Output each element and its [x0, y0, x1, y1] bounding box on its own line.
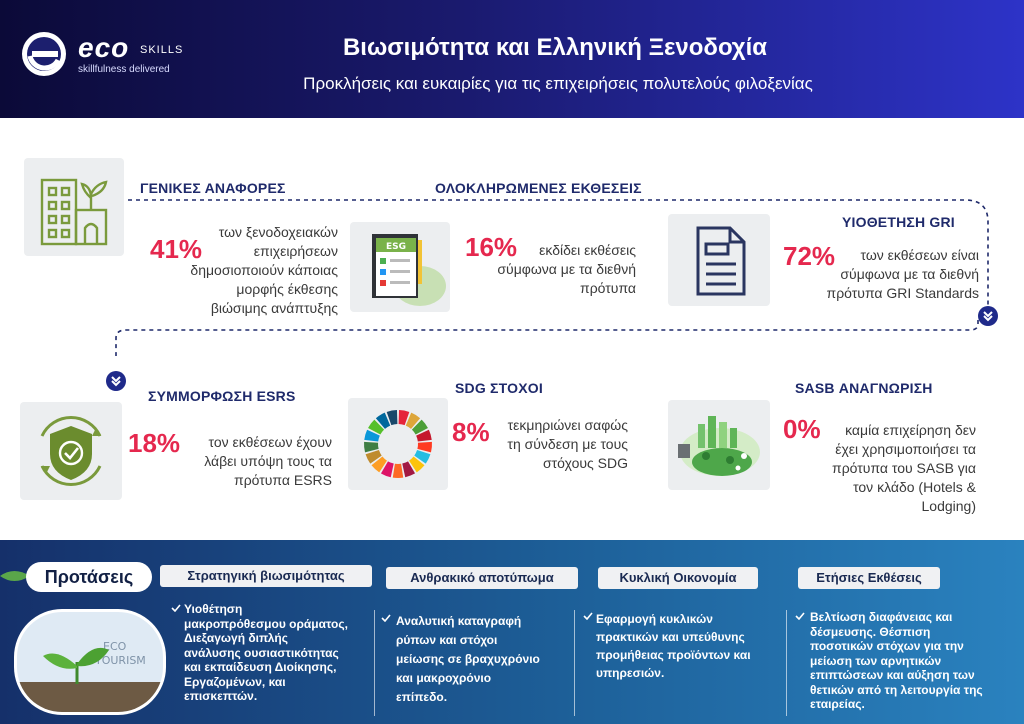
sdg-wheel-segment — [405, 412, 421, 429]
rec-text-circular: Εφαρμογή κυκλικών πρακτικών και υπεύθυνη… — [596, 612, 751, 680]
sdg-wheel-segment — [364, 441, 379, 453]
sdg-wheel-segment — [417, 441, 432, 453]
section-title-sdg: SDG ΣΤΟΧΟΙ — [455, 380, 543, 396]
section-title-gri: ΥΙΟΘΕΤΗΣΗ GRI — [842, 214, 955, 230]
rec-title-annual: Ετήσιες Εκθέσεις — [798, 567, 940, 589]
rec-title-circular: Κυκλική Οικονομία — [598, 567, 758, 589]
stat-esrs-pct: 18% — [128, 428, 181, 458]
column-divider — [786, 610, 787, 716]
sdg-wheel-segment — [414, 450, 431, 464]
stat-sdg-desc: τεκμηριώνει σαφώς τη σύνδεση με τους στό… — [507, 417, 628, 471]
rec-text-annual: Βελτίωση διαφάνειας και δέσμευσης. Θέσπι… — [810, 610, 983, 711]
sdg-wheel-icon — [348, 398, 448, 490]
svg-text:ECO: ECO — [103, 640, 127, 653]
check-icon — [381, 614, 391, 622]
page-title: Βιωσιμότητα και Ελληνική Ξενοδοχία — [342, 34, 768, 61]
recommendations-label: Προτάσεις — [26, 562, 152, 592]
building-plant-icon — [24, 158, 124, 256]
stat-complete-desc: εκδίδει εκθέσεις σύμφωνα με τα διεθνή πρ… — [497, 242, 636, 296]
logo-eco-text: eco — [78, 32, 130, 63]
column-divider — [574, 610, 575, 716]
check-icon — [171, 604, 181, 612]
sdg-wheel-segment — [386, 410, 398, 426]
page-subtitle: Προκλήσεις και ευκαιρίες για τις επιχειρ… — [303, 74, 813, 93]
sdg-wheel-segment — [380, 461, 394, 478]
check-icon — [795, 612, 805, 620]
sdg-wheel-segment — [409, 456, 425, 473]
sdg-wheel-segment — [402, 461, 416, 478]
chevron-down-icon — [106, 371, 126, 391]
rec-text-strategy: Υιοθέτηση μακροπρόθεσμου οράματος, Διεξα… — [184, 602, 348, 703]
logo-tagline: skillfulness delivered — [78, 64, 170, 75]
sdg-wheel-segment — [392, 463, 404, 478]
leaf-icon — [0, 571, 30, 581]
sdg-wheel-segment — [364, 429, 380, 442]
rec-text-carbon: Αναλυτική καταγραφή ρύπων και στόχοι μεί… — [396, 614, 540, 704]
stat-general-desc: των ξενοδοχειακών επιχειρήσεων δημοσιοπο… — [190, 224, 338, 316]
check-icon — [583, 612, 593, 620]
chevron-down-icon — [978, 306, 998, 326]
shield-check-icon — [20, 402, 122, 500]
document-icon — [668, 214, 770, 306]
stat-sasb-pct: 0% — [783, 414, 821, 444]
logo-skills-text: SKILLS — [140, 44, 184, 56]
stat-sasb-desc: καμία επιχείρηση δεν έχει χρησιμοποιήσει… — [832, 422, 976, 514]
rec-title-carbon: Ανθρακικό αποτύπωμα — [386, 567, 578, 589]
stat-esrs-desc: τον εκθέσεων έχουν λάβει υπόψη τους τα π… — [204, 434, 332, 488]
ecoskills-logo[interactable]: eco SKILLS skillfulness delivered — [20, 30, 200, 80]
section-title-general: ΓΕΝΙΚΕΣ ΑΝΑΦΟΡΕΣ — [140, 180, 286, 196]
stat-gri-desc: των εκθέσεων είναι σύμφωνα με τα διεθνή … — [826, 247, 979, 301]
sdg-wheel-segment — [411, 419, 428, 435]
stat-gri-pct: 72% — [783, 241, 836, 271]
stat-sdg-pct: 8% — [452, 417, 490, 447]
stat-complete-pct: 16% — [465, 232, 518, 262]
sdg-wheel-segment — [368, 419, 385, 435]
header-banner: eco SKILLS skillfulness delivered Βιωσιμ… — [0, 0, 1024, 118]
green-city-bulb-icon — [668, 400, 770, 490]
section-title-esrs: ΣΥΜΜΟΡΦΩΣΗ ESRS — [148, 388, 296, 404]
stat-general-pct: 41% — [150, 234, 203, 264]
svg-text:ESG: ESG — [386, 242, 406, 252]
sdg-wheel-segment — [398, 410, 410, 426]
section-title-complete: ΟΛΟΚΛΗΡΩΜΕΝΕΣ ΕΚΘΕΣΕΙΣ — [435, 180, 642, 196]
sdg-wheel-segment — [375, 412, 391, 429]
eco-tourism-photo: ECO TOURISM — [14, 609, 166, 715]
rec-title-strategy: Στρατηγική βιωσιμότητας — [160, 565, 372, 587]
section-title-sasb: SASB ΑΝΑΓΝΩΡΙΣΗ — [795, 380, 933, 396]
sdg-wheel-segment — [365, 450, 382, 464]
sdg-wheel-segment — [371, 456, 387, 473]
svg-text:TOURISM: TOURISM — [94, 654, 146, 667]
sdg-wheel-segment — [416, 429, 432, 442]
logo-e-icon — [22, 32, 66, 76]
column-divider — [374, 610, 375, 716]
esg-report-icon: ESG — [350, 222, 450, 312]
